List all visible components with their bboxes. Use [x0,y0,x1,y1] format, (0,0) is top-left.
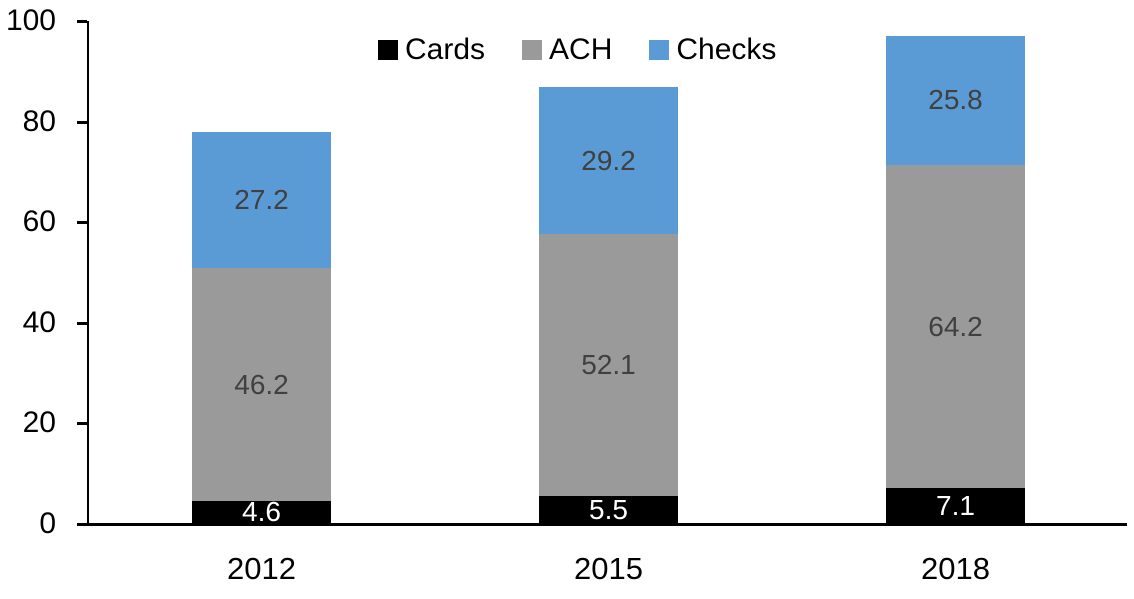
bar-segment-ach-2015: 52.1 [539,234,678,497]
bar-segment-checks-2015: 29.2 [539,87,678,235]
bar-value-label: 46.2 [234,368,289,400]
legend-item-cards: Cards [378,33,485,67]
y-tick-mark-60 [77,221,87,225]
bar-segment-ach-2018: 64.2 [886,165,1025,489]
y-axis-line [87,21,89,526]
legend-item-checks: Checks [649,33,776,67]
legend-swatch-cards [378,40,398,60]
y-tick-label-20: 20 [22,406,56,440]
bar-value-label: 27.2 [234,184,289,216]
bar-value-label: 5.5 [589,494,628,526]
bar-segment-cards-2012: 4.6 [192,496,331,528]
legend-label: ACH [549,33,613,66]
bar-segment-checks-2012: 27.2 [192,131,331,269]
legend-swatch-checks [649,40,670,60]
y-tick-label-100: 100 [5,4,56,37]
bar-segment-cards-2018: 7.1 [886,488,1025,524]
bar-value-label: 64.2 [928,310,983,342]
y-tick-label-0: 0 [39,507,56,540]
bar-value-label: 25.8 [928,84,983,116]
x-axis-line [77,523,1127,526]
y-tick-mark-40 [77,321,87,325]
bar-value-label: 52.1 [581,349,636,381]
bar-segment-checks-2018: 25.8 [886,35,1025,166]
bar-value-label: 4.6 [242,496,281,528]
x-tick-label-2012: 2012 [227,551,296,586]
y-tick-label-80: 80 [22,104,56,138]
x-tick-label-2015: 2015 [574,551,643,586]
legend-item-ach: ACH [522,33,612,67]
legend: Cards ACH Checks [378,33,776,67]
y-tick-label-60: 60 [22,205,56,239]
y-tick-mark-20 [77,422,87,426]
legend-label: Checks [676,33,777,66]
bar-segment-cards-2015: 5.5 [539,496,678,524]
legend-swatch-ach [522,40,543,60]
bar-value-label: 29.2 [581,144,636,176]
y-tick-mark-100 [77,20,87,23]
legend-label: Cards [405,33,486,66]
y-tick-mark-0 [77,523,87,526]
y-tick-label-40: 40 [22,305,56,339]
bar-segment-ach-2012: 46.2 [192,268,331,501]
bar-value-label: 7.1 [936,490,975,522]
y-tick-mark-80 [77,120,87,124]
x-tick-label-2018: 2018 [921,551,990,586]
